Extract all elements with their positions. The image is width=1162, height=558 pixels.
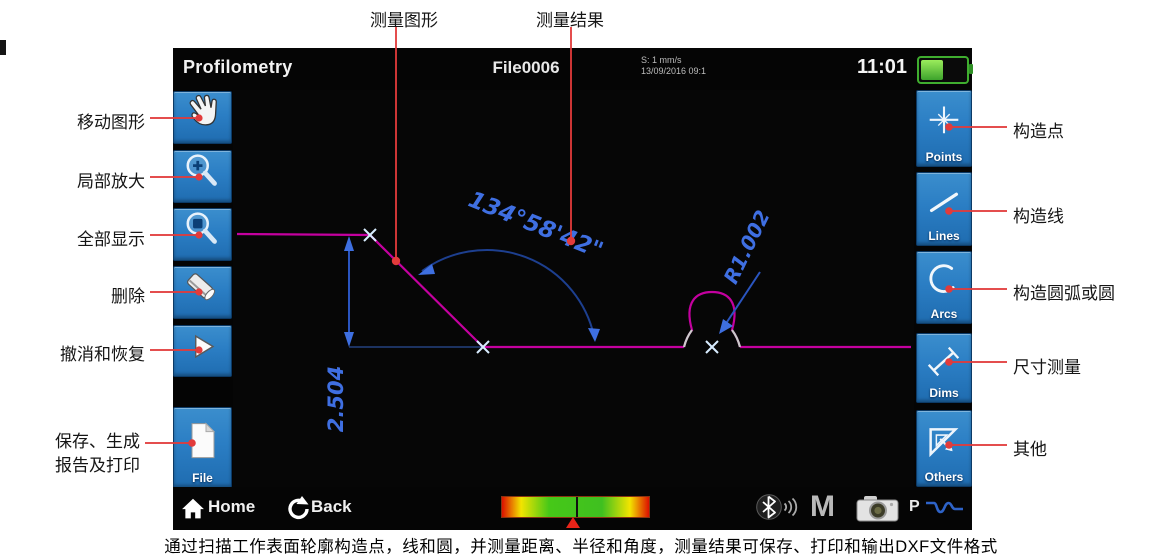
others-button[interactable]: Others (916, 410, 972, 487)
annotation-construct-arc-circle: 构造圆弧或圆 (1013, 284, 1115, 303)
file-button[interactable]: File (173, 407, 232, 488)
file-button-label: File (192, 471, 213, 485)
status-info: S: 1 mm/s 13/09/2016 09:1 (641, 55, 706, 77)
battery-fill (921, 60, 943, 80)
annotation-others: 其他 (1013, 440, 1047, 459)
arc-icon (929, 264, 955, 293)
magnifier-all-icon (186, 212, 217, 244)
file-name: File0006 (492, 58, 560, 77)
zoom-in-button[interactable] (173, 150, 232, 203)
caption-text: 通过扫描工作表面轮廓构造点，线和圆，并测量距离、半径和角度，测量结果可保存、打印… (164, 538, 998, 556)
profile-plot: 2.504 134°58'42" R1.002 (236, 187, 911, 432)
zoom-all-button[interactable] (173, 208, 232, 261)
back-arrow-icon[interactable] (283, 495, 309, 521)
annotation-construct-line: 构造线 (1013, 207, 1064, 226)
line-icon (929, 192, 959, 213)
points-button[interactable]: Points (916, 90, 972, 167)
radius-dimension-text: R1.002 (719, 206, 775, 287)
delete-button[interactable] (173, 266, 232, 319)
annotation-save-report-print: 保存、生成 报告及打印 (55, 432, 140, 475)
profile-mode-indicator: P (909, 498, 920, 515)
bluetooth-icon (756, 494, 798, 520)
document-icon (191, 421, 215, 458)
annotation-undo-redo: 撤消和恢复 (60, 345, 145, 364)
measurement-canvas[interactable]: 2.504 134°58'42" R1.002 (233, 90, 914, 487)
lines-button-label: Lines (928, 229, 960, 243)
back-button[interactable]: Back (311, 497, 352, 516)
angle-dimension-text: 134°58'42" (465, 187, 607, 265)
annotation-show-all: 全部显示 (77, 230, 145, 249)
mode-indicator: M (810, 490, 835, 523)
level-meter (501, 496, 650, 518)
move-button[interactable] (173, 91, 232, 144)
dims-button[interactable]: Dims (916, 333, 972, 403)
annotation-measure-result: 测量结果 (536, 11, 604, 30)
eraser-icon (186, 273, 215, 301)
device-screen: Profilometry File0006 S: 1 mm/s 13/09/20… (173, 48, 973, 530)
magnifier-plus-icon (186, 154, 217, 186)
points-button-label: Points (925, 150, 963, 164)
dims-button-label: Dims (929, 386, 959, 400)
scan-datetime: 13/09/2016 09:1 (641, 66, 707, 76)
crosshair-icon (929, 106, 959, 133)
edge-artifact (0, 40, 6, 55)
caliper-icon (927, 346, 960, 376)
app-title: Profilometry (183, 57, 293, 77)
annotation-move-figure: 移动图形 (77, 113, 145, 132)
header-bar: Profilometry File0006 S: 1 mm/s 13/09/20… (173, 48, 973, 90)
arcs-button[interactable]: Arcs (916, 251, 972, 324)
others-button-label: Others (924, 470, 964, 484)
battery-icon (917, 56, 973, 84)
bottom-bar: Home Back M (173, 487, 972, 530)
undo-redo-button[interactable] (173, 325, 232, 377)
height-dimension-text: 2.504 (324, 366, 348, 432)
lines-button[interactable]: Lines (916, 172, 972, 246)
clock: 11:01 (856, 56, 907, 78)
annotation-dimension-measure: 尺寸测量 (1013, 358, 1081, 377)
annotation-local-zoom: 局部放大 (77, 172, 145, 191)
arcs-button-label: Arcs (930, 307, 958, 321)
camera-icon (856, 496, 899, 522)
hand-icon (189, 94, 217, 126)
home-icon[interactable] (181, 496, 205, 520)
meter-pointer (566, 517, 580, 528)
home-button[interactable]: Home (208, 497, 256, 516)
annotation-delete: 删除 (111, 287, 145, 306)
battery-nub (969, 64, 973, 74)
scan-speed: S: 1 mm/s (641, 55, 682, 65)
profile-wave-icon (926, 501, 963, 514)
play-arrow-icon (194, 334, 214, 358)
annotation-measure-figure: 测量图形 (370, 11, 438, 30)
meter-center-tick (575, 497, 578, 517)
point-marker (363, 228, 719, 354)
set-square-icon (929, 427, 959, 457)
annotation-construct-point: 构造点 (1013, 122, 1064, 141)
